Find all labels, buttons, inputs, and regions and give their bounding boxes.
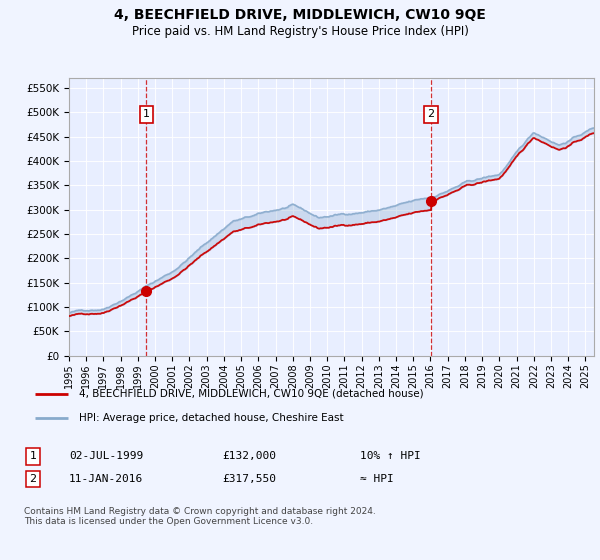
Text: 4, BEECHFIELD DRIVE, MIDDLEWICH, CW10 9QE: 4, BEECHFIELD DRIVE, MIDDLEWICH, CW10 9Q… — [114, 8, 486, 22]
Text: Price paid vs. HM Land Registry's House Price Index (HPI): Price paid vs. HM Land Registry's House … — [131, 25, 469, 38]
Text: 2: 2 — [428, 109, 435, 119]
Text: £132,000: £132,000 — [222, 451, 276, 461]
Text: 1: 1 — [143, 109, 150, 119]
Text: Contains HM Land Registry data © Crown copyright and database right 2024.
This d: Contains HM Land Registry data © Crown c… — [24, 507, 376, 526]
Text: 4, BEECHFIELD DRIVE, MIDDLEWICH, CW10 9QE (detached house): 4, BEECHFIELD DRIVE, MIDDLEWICH, CW10 9Q… — [79, 389, 424, 399]
Text: 02-JUL-1999: 02-JUL-1999 — [69, 451, 143, 461]
Text: 11-JAN-2016: 11-JAN-2016 — [69, 474, 143, 484]
Text: £317,550: £317,550 — [222, 474, 276, 484]
Text: 10% ↑ HPI: 10% ↑ HPI — [360, 451, 421, 461]
Text: 1: 1 — [29, 451, 37, 461]
Text: ≈ HPI: ≈ HPI — [360, 474, 394, 484]
Text: HPI: Average price, detached house, Cheshire East: HPI: Average price, detached house, Ches… — [79, 413, 344, 423]
Text: 2: 2 — [29, 474, 37, 484]
